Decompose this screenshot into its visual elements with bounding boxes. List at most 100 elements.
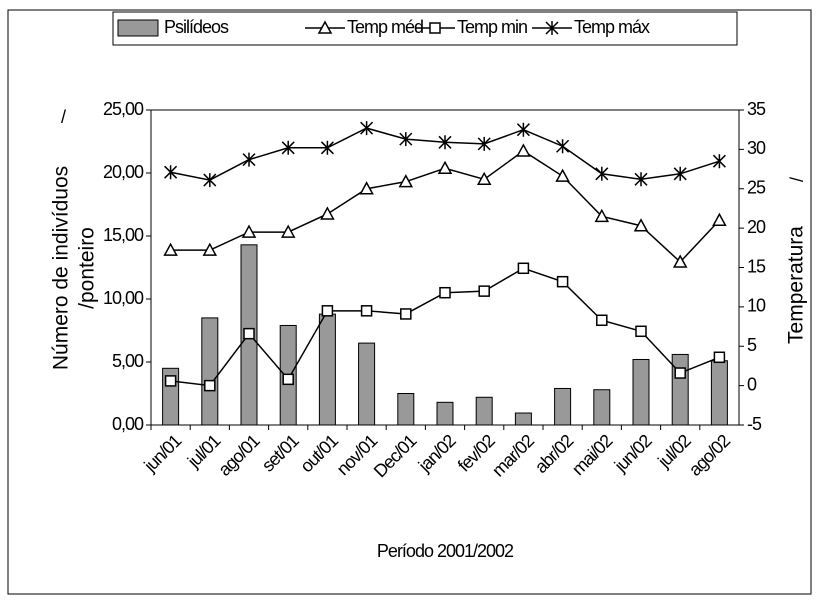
y-tick-label: 0,00 xyxy=(112,414,144,434)
marker-star xyxy=(545,21,559,35)
marker-star xyxy=(516,122,530,137)
x-tick-label: set/01 xyxy=(258,430,303,475)
plot-frame xyxy=(150,109,740,426)
bar xyxy=(436,401,454,426)
marker-square xyxy=(429,22,441,34)
marker-star xyxy=(712,154,726,169)
marker-triangle xyxy=(241,224,257,238)
y2-tick-label: 5 xyxy=(747,335,757,355)
marker-square xyxy=(243,327,255,340)
y2-tick-label: 35 xyxy=(747,99,766,119)
legend-label: Temp min xyxy=(457,17,527,37)
y-tick-label: 10,00 xyxy=(103,288,144,308)
marker-star xyxy=(164,165,178,180)
marker-square xyxy=(439,286,451,299)
bar xyxy=(358,342,376,426)
marker-triangle xyxy=(320,206,335,220)
bar xyxy=(475,396,493,426)
x-tick-label: jun/02 xyxy=(610,430,656,476)
marker-star xyxy=(399,132,413,147)
marker-star xyxy=(673,166,687,181)
x-tick-label: ago/02 xyxy=(685,430,735,480)
marker-square xyxy=(204,379,216,392)
marker-square xyxy=(517,262,530,275)
chart-frame xyxy=(7,9,812,595)
marker-square xyxy=(164,375,177,387)
marker-square xyxy=(321,305,334,317)
marker-triangle xyxy=(516,143,531,157)
y2-axis-title: Temperatura xyxy=(785,226,808,344)
marker-triangle xyxy=(712,212,727,226)
marker-square xyxy=(596,314,608,327)
marker-star xyxy=(595,166,609,181)
marker-star xyxy=(281,140,295,155)
marker-star xyxy=(360,121,374,136)
bar xyxy=(514,412,532,426)
bar xyxy=(318,313,336,426)
y-axis-title: Número de indivíduos xyxy=(50,166,73,370)
marker-triangle xyxy=(555,168,570,182)
legend-label: Psilídeos xyxy=(164,17,229,37)
y2-tick-label: 10 xyxy=(747,296,766,316)
x-tick-label: mai/02 xyxy=(568,430,617,479)
annotation: / xyxy=(787,177,807,182)
marker-square xyxy=(713,351,726,364)
y-tick-label: 25,00 xyxy=(103,99,144,119)
y2-tick-label: 30 xyxy=(747,138,766,158)
x-tick-label: ago/01 xyxy=(214,430,264,480)
annotation: / xyxy=(61,107,66,127)
marker-square xyxy=(282,373,294,386)
y2-tick-label: 25 xyxy=(747,178,766,198)
bar xyxy=(554,387,572,426)
marker-square xyxy=(400,308,412,320)
marker-triangle xyxy=(317,20,333,34)
y-tick-label: 5,00 xyxy=(112,351,144,371)
x-tick-label: Dec/01 xyxy=(370,430,421,481)
marker-star xyxy=(477,136,491,151)
marker-star xyxy=(634,172,648,187)
marker-triangle xyxy=(633,218,649,232)
x-tick-label: out/01 xyxy=(296,430,342,476)
y-tick-label: 15,00 xyxy=(103,225,144,245)
marker-triangle xyxy=(163,242,178,256)
marker-star xyxy=(320,140,334,155)
marker-triangle xyxy=(398,174,414,188)
marker-triangle xyxy=(359,181,374,195)
bar xyxy=(710,360,728,426)
legend-box xyxy=(112,11,738,46)
x-tick-label: mar/02 xyxy=(488,430,538,480)
legend-label: Temp máx xyxy=(574,17,650,37)
y2-tick-label: -5 xyxy=(747,414,762,434)
legend-label: Temp méd xyxy=(347,17,423,37)
marker-square xyxy=(635,325,647,338)
bar xyxy=(201,317,219,426)
marker-star xyxy=(203,173,217,188)
marker-star xyxy=(556,139,570,154)
y2-tick-label: 0 xyxy=(747,374,757,394)
marker-triangle xyxy=(437,160,453,175)
bar xyxy=(632,358,650,426)
bar xyxy=(593,389,611,426)
marker-triangle xyxy=(202,242,218,256)
x-tick-label: jan/02 xyxy=(414,430,460,476)
marker-square xyxy=(556,275,569,288)
marker-star xyxy=(438,135,452,150)
marker-star xyxy=(242,152,256,167)
y2-tick-label: 20 xyxy=(747,217,766,237)
marker-square xyxy=(674,367,686,379)
x-tick-label: jun/01 xyxy=(139,430,185,476)
x-axis-title: Período 2001/2002 xyxy=(377,541,514,561)
bar xyxy=(671,353,689,426)
marker-square xyxy=(360,305,373,317)
y2-tick-label: 15 xyxy=(747,256,766,276)
y-tick-label: 20,00 xyxy=(103,162,144,182)
marker-square xyxy=(478,285,490,297)
legend-swatch xyxy=(117,19,159,37)
marker-triangle xyxy=(476,171,492,186)
marker-triangle xyxy=(280,224,296,238)
bar xyxy=(397,393,415,426)
marker-triangle xyxy=(594,208,610,223)
x-tick-label: abr/02 xyxy=(531,430,578,477)
marker-triangle xyxy=(672,254,688,268)
